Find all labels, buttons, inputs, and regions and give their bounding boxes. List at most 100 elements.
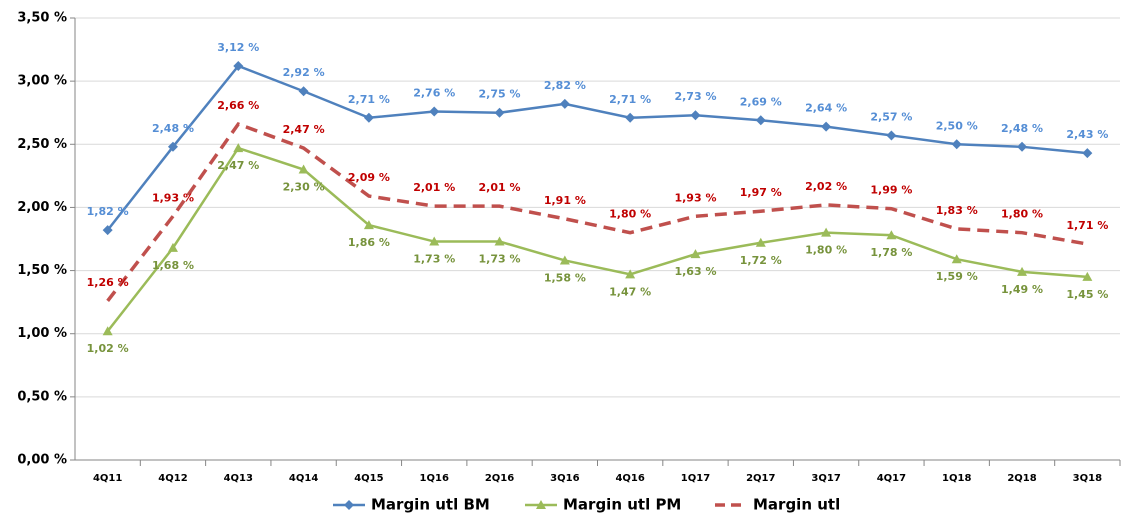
x-tick-label: 1Q17 <box>681 473 710 484</box>
marker <box>233 143 244 153</box>
x-tick-label: 2Q16 <box>485 473 514 484</box>
series-line <box>106 121 1088 302</box>
value-label: 2,57 % <box>870 110 912 123</box>
x-tick-label: 3Q18 <box>1073 473 1102 484</box>
value-label: 1,78 % <box>870 246 912 259</box>
marker <box>167 242 178 252</box>
y-tick-label: 1,00 % <box>17 326 67 341</box>
x-tick-label: 4Q17 <box>877 473 906 484</box>
value-label: 1,02 % <box>87 342 129 355</box>
y-tick-label: 2,00 % <box>17 200 67 215</box>
value-label: 1,93 % <box>152 191 194 204</box>
value-label: 1,49 % <box>1001 283 1043 296</box>
y-tick-label: 0,00 % <box>17 453 67 468</box>
value-label: 2,73 % <box>674 90 716 103</box>
value-label: 2,82 % <box>544 79 586 92</box>
value-label: 2,92 % <box>283 66 325 79</box>
x-tick-label: 1Q18 <box>942 473 971 484</box>
marker <box>167 141 178 152</box>
marker <box>690 110 701 121</box>
marker <box>1017 266 1028 276</box>
marker <box>755 237 766 247</box>
x-tick-label: 3Q17 <box>811 473 840 484</box>
value-label: 1,68 % <box>152 259 194 272</box>
marker <box>559 255 570 265</box>
value-label: 2,47 % <box>283 123 325 136</box>
value-label: 2,76 % <box>413 86 455 99</box>
value-label: 2,71 % <box>348 93 390 106</box>
value-label: 2,69 % <box>740 95 782 108</box>
value-label: 1,93 % <box>674 191 716 204</box>
legend-label: Margin utl PM <box>563 496 681 514</box>
marker <box>951 254 962 264</box>
value-label: 1,26 % <box>87 276 129 289</box>
marker <box>429 236 440 246</box>
value-label: 2,30 % <box>283 181 325 194</box>
marker <box>429 106 440 117</box>
marker <box>1017 141 1028 152</box>
y-tick-label: 3,50 % <box>17 11 67 26</box>
legend-label: Margin utl BM <box>371 496 490 514</box>
value-label: 2,01 % <box>479 181 521 194</box>
x-tick-label: 4Q14 <box>289 473 318 484</box>
value-label: 2,75 % <box>479 88 521 101</box>
marker <box>494 236 505 246</box>
value-label: 2,48 % <box>152 122 194 135</box>
value-label: 1,97 % <box>740 186 782 199</box>
value-label: 2,43 % <box>1066 128 1108 141</box>
value-label: 2,09 % <box>348 171 390 184</box>
marker <box>298 86 309 97</box>
marker <box>298 164 309 174</box>
x-tick-label: 3Q16 <box>550 473 579 484</box>
marker <box>821 121 832 132</box>
series-line <box>106 64 1088 231</box>
marker <box>886 130 897 141</box>
value-label: 1,45 % <box>1066 288 1108 301</box>
value-label: 1,83 % <box>936 204 978 217</box>
marker <box>494 107 505 118</box>
value-label: 2,64 % <box>805 102 847 115</box>
value-label: 2,71 % <box>609 93 651 106</box>
x-tick-label: 2Q17 <box>746 473 775 484</box>
value-label: 1,80 % <box>805 244 847 257</box>
value-label: 2,66 % <box>217 99 259 112</box>
marker <box>625 112 636 123</box>
value-label: 1,82 % <box>87 205 129 218</box>
series-line <box>106 146 1088 332</box>
y-tick-label: 0,50 % <box>17 389 67 404</box>
y-tick-label: 3,00 % <box>17 74 67 89</box>
value-label: 2,02 % <box>805 180 847 193</box>
value-label: 2,50 % <box>936 119 978 132</box>
marker <box>1082 271 1093 281</box>
marker <box>951 139 962 150</box>
marker <box>625 269 636 279</box>
x-tick-label: 1Q16 <box>420 473 449 484</box>
x-tick-label: 4Q12 <box>158 473 187 484</box>
marker <box>690 249 701 259</box>
value-label: 1,80 % <box>609 208 651 221</box>
x-tick-label: 4Q13 <box>224 473 253 484</box>
value-label: 1,47 % <box>609 285 651 298</box>
value-label: 1,58 % <box>544 271 586 284</box>
x-tick-label: 4Q11 <box>93 473 122 484</box>
value-label: 1,59 % <box>936 270 978 283</box>
marker <box>102 326 113 336</box>
value-label: 1,91 % <box>544 194 586 207</box>
value-label: 2,48 % <box>1001 122 1043 135</box>
x-tick-label: 2Q18 <box>1007 473 1036 484</box>
y-tick-label: 1,50 % <box>17 263 67 278</box>
value-label: 1,72 % <box>740 254 782 267</box>
y-tick-label: 2,50 % <box>17 137 67 152</box>
value-label: 1,80 % <box>1001 208 1043 221</box>
value-label: 3,12 % <box>217 41 259 54</box>
x-tick-label: 4Q15 <box>354 473 383 484</box>
marker <box>233 60 244 71</box>
value-label: 1,71 % <box>1066 219 1108 232</box>
marker <box>344 500 354 510</box>
value-label: 1,73 % <box>413 253 455 266</box>
value-label: 1,86 % <box>348 236 390 249</box>
marker <box>363 220 374 230</box>
value-label: 2,47 % <box>217 159 259 172</box>
legend-label: Margin utl <box>753 496 840 514</box>
